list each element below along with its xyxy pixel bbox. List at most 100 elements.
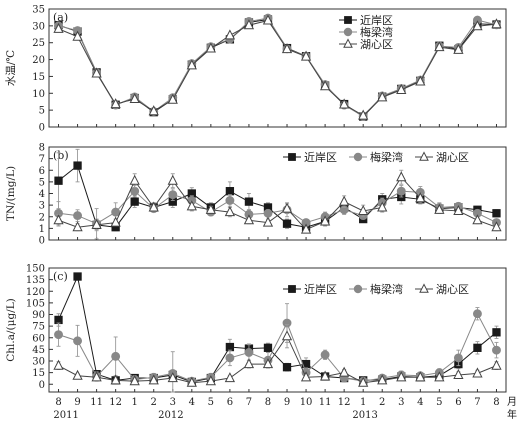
year-label: 2012: [158, 410, 183, 421]
y-tick-label: 5: [39, 106, 45, 117]
data-point: [434, 203, 445, 214]
data-point: [129, 93, 140, 104]
legend-marker: [419, 151, 429, 161]
data-point: [148, 105, 159, 116]
data-point: [72, 30, 83, 41]
data-point: [130, 197, 139, 206]
y-tick-label: 7: [39, 154, 45, 165]
data-point: [492, 328, 501, 337]
data-point: [91, 67, 102, 78]
data-point: [453, 204, 464, 215]
x-tick-label: 9: [74, 397, 80, 408]
data-point: [53, 214, 64, 225]
data-point: [434, 371, 445, 382]
y-tick-label: 1: [39, 224, 45, 235]
data-point: [263, 343, 273, 352]
y-axis-label: TN/(mg/L): [5, 166, 17, 221]
data-point: [110, 216, 121, 227]
data-point: [110, 98, 121, 109]
panel-label: (a): [53, 11, 68, 24]
legend: 近岸区 梅梁湾 湖心区: [283, 150, 469, 164]
legend-marker: [288, 285, 296, 293]
data-point: [491, 221, 502, 232]
series-line: [58, 335, 497, 384]
data-point: [339, 98, 350, 109]
series-line: [58, 190, 497, 225]
x-unit-label: 月: [507, 396, 517, 408]
data-point: [224, 29, 236, 40]
data-point: [72, 221, 83, 232]
data-point: [396, 371, 407, 382]
data-point: [263, 208, 273, 218]
legend-marker: [344, 16, 352, 24]
data-point: [186, 59, 197, 70]
legend-marker: [353, 152, 363, 162]
data-point: [111, 207, 121, 217]
x-tick-label: 6: [455, 397, 461, 408]
data-point: [54, 315, 63, 325]
legend-marker: [343, 27, 353, 37]
x-tick-label: 2: [379, 397, 385, 408]
data-point: [300, 50, 312, 61]
data-point: [300, 223, 312, 234]
data-point: [186, 376, 197, 387]
series-triangle: [53, 169, 502, 234]
data-point: [415, 371, 426, 382]
x-tick-label: 5: [436, 397, 442, 408]
data-point: [54, 330, 63, 340]
data-point: [224, 372, 236, 383]
x-tick-label: 1: [132, 397, 138, 408]
x-tick-label: 7: [474, 397, 480, 408]
panel-label: (c): [53, 270, 68, 283]
data-point: [73, 211, 83, 221]
data-point: [205, 203, 216, 214]
y-tick-label: 105: [26, 298, 45, 309]
x-tick-label: 4: [189, 397, 195, 408]
plot-frame: [48, 267, 507, 393]
data-point: [225, 353, 235, 363]
data-point: [281, 330, 293, 341]
plot-frame: [48, 8, 507, 128]
legend-marker: [419, 283, 429, 293]
y-tick-label: 0: [39, 236, 45, 247]
x-tick-label: 8: [55, 397, 61, 408]
data-point: [243, 358, 255, 369]
data-point: [319, 370, 331, 381]
data-point: [491, 18, 502, 29]
data-point: [281, 202, 293, 213]
y-tick-label: 30: [32, 357, 45, 368]
data-point: [319, 80, 331, 91]
x-tick-label: 12: [338, 397, 351, 408]
data-point: [91, 218, 102, 229]
data-point: [130, 186, 140, 196]
data-point: [262, 358, 274, 369]
series-circle: [54, 303, 501, 393]
series-triangle: [53, 14, 502, 120]
y-tick-label: 30: [32, 21, 45, 32]
data-point: [148, 201, 159, 212]
data-point: [453, 353, 463, 363]
x-tick-label: 3: [398, 397, 404, 408]
panel-label: (b): [53, 149, 69, 162]
y-tick-label: 8: [39, 143, 45, 154]
data-point: [300, 371, 312, 382]
data-point: [53, 22, 64, 33]
series-square: [54, 272, 501, 387]
x-tick-label: 1: [360, 397, 366, 408]
series-circle: [54, 13, 501, 121]
legend-label: 梅梁湾: [360, 25, 393, 39]
data-point: [320, 350, 330, 360]
series-line: [58, 164, 497, 228]
data-point: [167, 93, 178, 104]
legend-label: 湖心区: [360, 38, 393, 51]
data-point: [243, 214, 255, 225]
data-point: [281, 43, 293, 54]
data-point: [167, 372, 178, 383]
data-point: [473, 343, 482, 352]
data-point: [472, 309, 482, 319]
legend-label: 湖心区: [436, 151, 469, 164]
y-tick-label: 120: [26, 287, 45, 298]
y-tick-label: 90: [32, 310, 45, 321]
data-point: [491, 359, 502, 370]
